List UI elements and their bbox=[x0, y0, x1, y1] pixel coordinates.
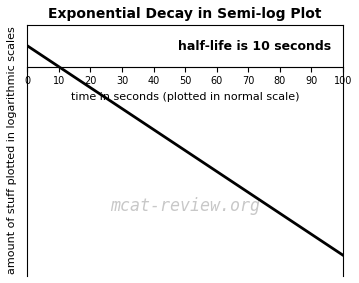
Text: mcat-review.org: mcat-review.org bbox=[110, 197, 260, 215]
X-axis label: time in seconds (plotted in normal scale): time in seconds (plotted in normal scale… bbox=[71, 92, 299, 102]
Y-axis label: amount of stuff plotted in logarithmic scales: amount of stuff plotted in logarithmic s… bbox=[7, 27, 17, 274]
Title: Exponential Decay in Semi-log Plot: Exponential Decay in Semi-log Plot bbox=[48, 7, 322, 21]
Text: half-life is 10 seconds: half-life is 10 seconds bbox=[178, 40, 331, 53]
